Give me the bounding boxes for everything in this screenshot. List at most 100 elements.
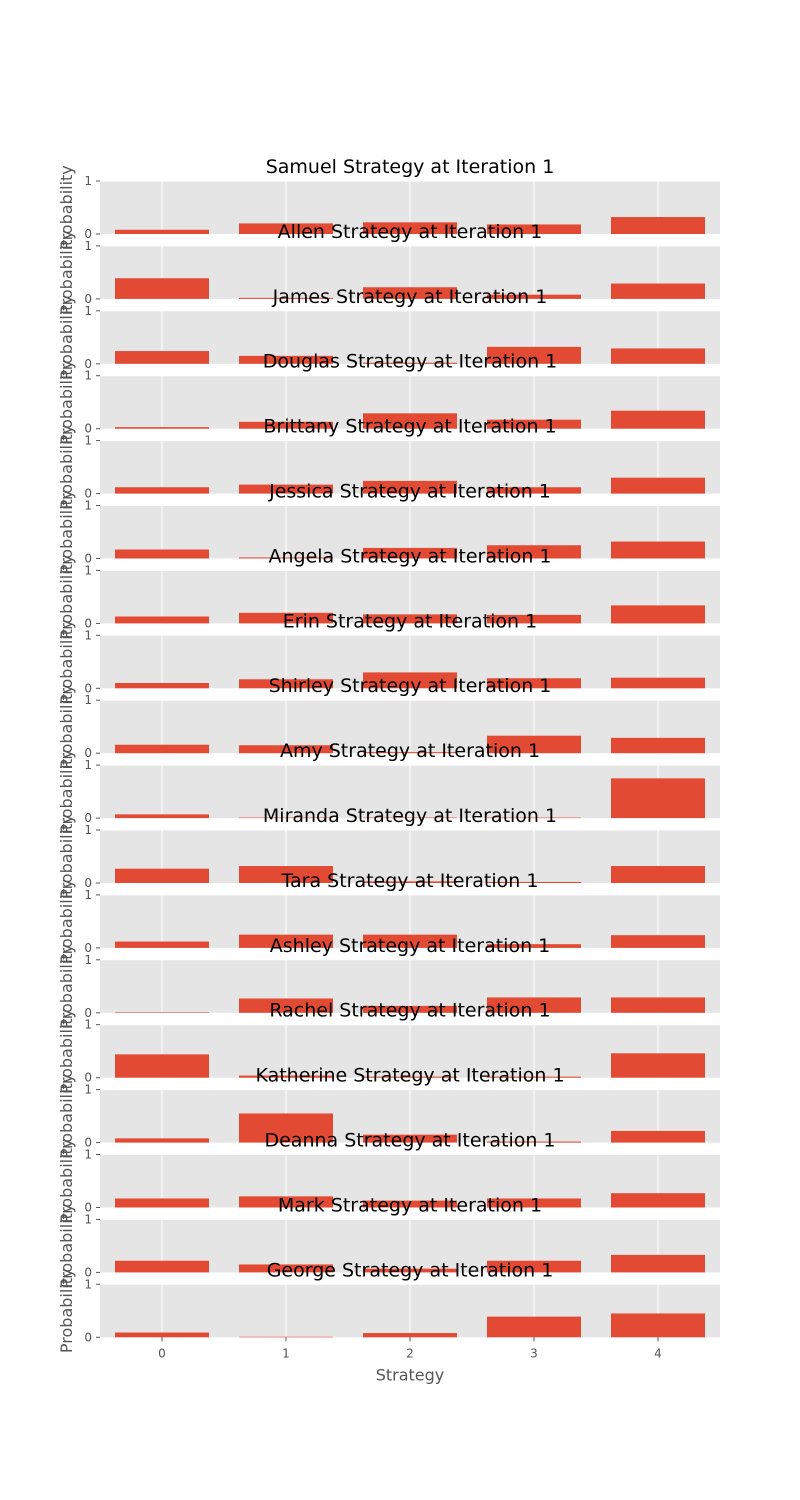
- bar-1: [239, 421, 333, 429]
- y-tick-label: 0: [84, 616, 92, 630]
- bar-3: [487, 1198, 581, 1208]
- bar-3: [487, 487, 581, 494]
- bar-1: [239, 223, 333, 234]
- bar-3: [487, 944, 581, 948]
- bar-0: [115, 814, 209, 819]
- bar-2: [363, 413, 457, 429]
- panel-title: James Strategy at Iteration 1: [272, 286, 548, 308]
- bar-2: [363, 1005, 457, 1013]
- bar-1: [239, 934, 333, 948]
- y-tick-label: 1: [84, 628, 92, 642]
- bar-2: [363, 362, 457, 364]
- y-axis-label: Probability: [57, 749, 76, 834]
- bar-3: [487, 294, 581, 299]
- bar-2: [363, 752, 457, 754]
- bar-0: [115, 229, 209, 234]
- bar-0: [115, 1260, 209, 1273]
- bar-0: [115, 744, 209, 754]
- bar-3: [487, 735, 581, 754]
- bar-2: [363, 614, 457, 624]
- bar-1: [239, 1336, 333, 1338]
- bar-3: [487, 997, 581, 1013]
- y-tick-label: 0: [84, 1071, 92, 1085]
- bar-3: [487, 881, 581, 883]
- panel-title: Shirley Strategy at Iteration 1: [269, 675, 552, 697]
- y-tick-label: 1: [84, 369, 92, 383]
- bar-1: [239, 355, 333, 364]
- bar-2: [363, 1200, 457, 1208]
- y-tick-label: 0: [84, 227, 92, 241]
- x-tick-label: 2: [406, 1346, 414, 1360]
- x-tick-label: 4: [654, 1346, 662, 1360]
- y-tick-label: 1: [84, 1212, 92, 1226]
- bar-3: [487, 545, 581, 559]
- y-tick-label: 1: [84, 693, 92, 707]
- y-tick-label: 0: [84, 552, 92, 566]
- bar-0: [115, 549, 209, 559]
- bar-2: [363, 1268, 457, 1273]
- bar-3: [487, 419, 581, 429]
- bar-2: [363, 881, 457, 883]
- bar-4: [611, 410, 705, 429]
- y-axis-label: Probability: [57, 814, 76, 899]
- y-tick-label: 1: [84, 888, 92, 902]
- bar-1: [239, 998, 333, 1013]
- y-axis-label: Probability: [57, 490, 76, 575]
- panel-title: Jessica Strategy at Iteration 1: [268, 481, 551, 503]
- bar-2: [363, 1076, 457, 1078]
- y-tick-label: 0: [84, 1136, 92, 1150]
- panel-title: Ashley Strategy at Iteration 1: [270, 935, 551, 957]
- x-tick-label: 1: [282, 1346, 290, 1360]
- y-tick-label: 1: [84, 434, 92, 448]
- y-axis-label: Probability: [57, 555, 76, 640]
- bar-3: [487, 614, 581, 624]
- bar-2: [363, 480, 457, 494]
- y-tick-label: 1: [84, 758, 92, 772]
- bar-2: [363, 1333, 457, 1338]
- bar-0: [115, 278, 209, 299]
- y-tick-label: 1: [84, 1018, 92, 1032]
- bar-1: [239, 1196, 333, 1208]
- y-axis-label: Probability: [57, 684, 76, 769]
- bar-4: [611, 935, 705, 948]
- bar-1: [239, 679, 333, 689]
- x-tick-label: 3: [530, 1346, 538, 1360]
- y-tick-label: 1: [84, 823, 92, 837]
- y-tick-label: 0: [84, 292, 92, 306]
- bar-3: [487, 1141, 581, 1143]
- bar-2: [363, 1134, 457, 1143]
- panel-title: Allen Strategy at Iteration 1: [278, 221, 543, 243]
- panel-title: George Strategy at Iteration 1: [267, 1259, 554, 1281]
- bar-4: [611, 778, 705, 819]
- bar-0: [115, 941, 209, 948]
- y-axis-label: Probability: [57, 1139, 76, 1224]
- bar-4: [611, 1130, 705, 1143]
- bar-3: [487, 1076, 581, 1078]
- y-tick-label: 0: [84, 1265, 92, 1279]
- y-tick-label: 1: [84, 499, 92, 513]
- bar-4: [611, 677, 705, 689]
- panel-title: Samuel Strategy at Iteration 1: [266, 156, 555, 178]
- bar-0: [115, 683, 209, 689]
- bar-2: [363, 287, 457, 299]
- bar-4: [611, 217, 705, 234]
- panel-title: Tara Strategy at Iteration 1: [281, 870, 539, 892]
- y-tick-label: 0: [84, 681, 92, 695]
- y-axis-label: Probability: [57, 425, 76, 510]
- panel-title: Miranda Strategy at Iteration 1: [263, 805, 557, 827]
- bar-2: [363, 672, 457, 689]
- bar-1: [239, 1113, 333, 1143]
- bar-0: [115, 351, 209, 364]
- y-axis-label: Probability: [57, 1009, 76, 1094]
- y-axis-label: Probability: [57, 360, 76, 445]
- y-tick-label: 0: [84, 1201, 92, 1215]
- bar-3: [487, 346, 581, 364]
- panel-title: Angela Strategy at Iteration 1: [268, 545, 551, 567]
- bar-0: [115, 427, 209, 429]
- y-tick-label: 1: [84, 239, 92, 253]
- panel-title: Amy Strategy at Iteration 1: [280, 740, 540, 762]
- x-axis-label: Strategy: [376, 1365, 445, 1384]
- y-tick-label: 0: [84, 487, 92, 501]
- bar-1: [239, 557, 333, 559]
